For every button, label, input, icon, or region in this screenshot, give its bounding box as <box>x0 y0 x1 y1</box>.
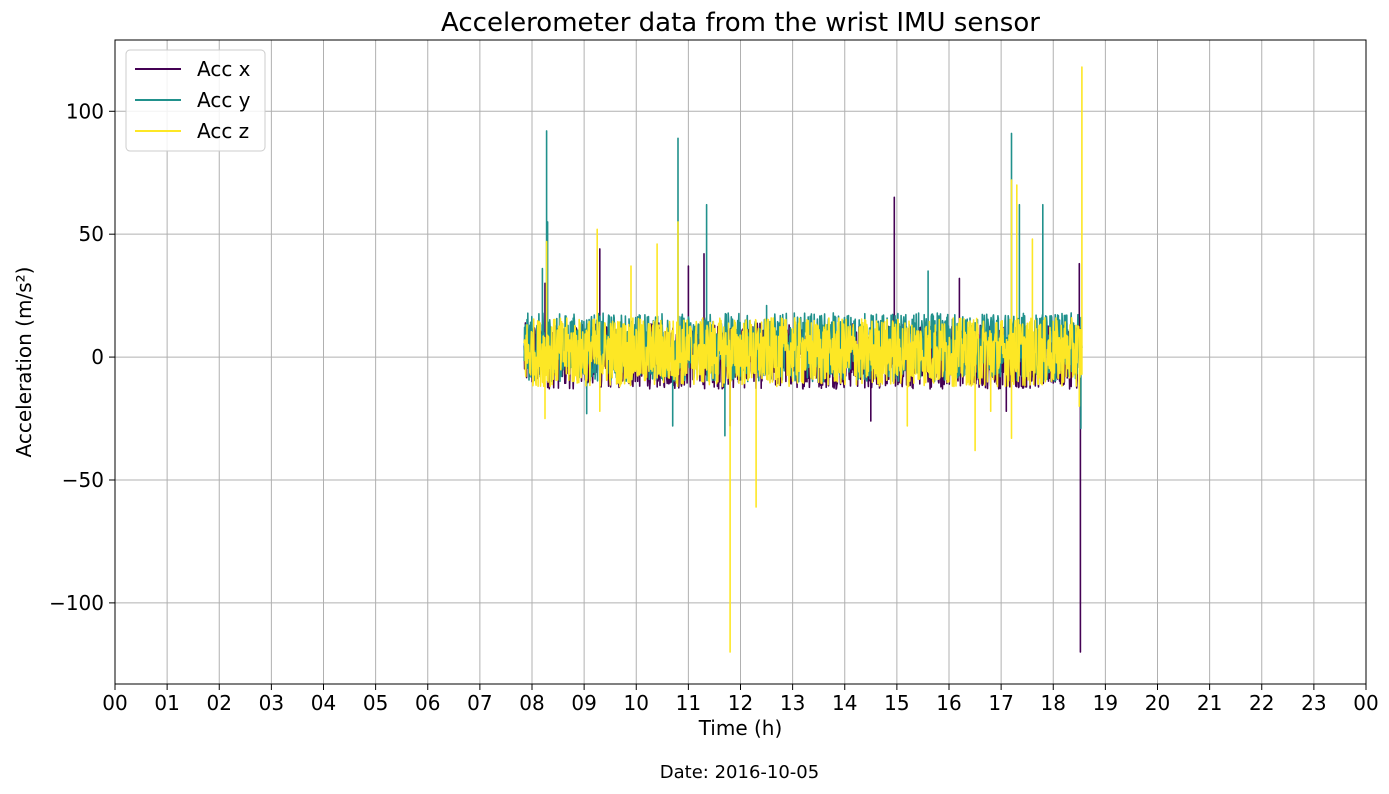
x-tick-label: 13 <box>780 691 805 715</box>
x-tick-label: 18 <box>1041 691 1066 715</box>
x-tick-label: 08 <box>519 691 544 715</box>
x-tick-label: 10 <box>624 691 649 715</box>
x-tick-label: 21 <box>1197 691 1222 715</box>
y-axis-label: Acceleration (m/s²) <box>12 267 36 458</box>
x-tick-label: 05 <box>363 691 388 715</box>
x-tick-label: 15 <box>884 691 909 715</box>
x-tick-label: 09 <box>571 691 596 715</box>
x-tick-label: 04 <box>311 691 336 715</box>
x-tick-label: 14 <box>832 691 857 715</box>
x-tick-label: 01 <box>154 691 179 715</box>
x-tick-label: 02 <box>207 691 232 715</box>
legend: Acc x Acc y Acc z <box>125 49 266 152</box>
date-caption: Date: 2016-10-05 <box>659 762 820 783</box>
x-tick-label: 16 <box>936 691 961 715</box>
series-line-acc-x <box>523 196 1083 653</box>
x-tick-label: 17 <box>988 691 1013 715</box>
x-axis-label: Time (h) <box>698 716 783 740</box>
x-tick-label: 00 <box>1353 691 1378 715</box>
y-tick-label: 50 <box>79 222 104 246</box>
y-tick-label: 100 <box>66 99 104 123</box>
chart-title: Accelerometer data from the wrist IMU se… <box>441 8 1040 38</box>
x-tick-label: 00 <box>102 691 127 715</box>
series-group <box>523 66 1083 653</box>
y-tick-label: −100 <box>49 591 104 615</box>
legend-label: Acc y <box>197 88 251 112</box>
x-tick-label: 03 <box>259 691 284 715</box>
y-tick-label: −50 <box>62 468 104 492</box>
series-line-acc-z <box>523 66 1083 653</box>
x-tick-label: 23 <box>1301 691 1326 715</box>
x-tick-label: 19 <box>1093 691 1118 715</box>
x-tick-label: 11 <box>676 691 701 715</box>
x-tick-label: 12 <box>728 691 753 715</box>
y-tick-label: 0 <box>91 345 104 369</box>
x-tick-label: 22 <box>1249 691 1274 715</box>
x-tick-label: 06 <box>415 691 440 715</box>
legend-label: Acc x <box>197 57 251 81</box>
series-line-acc-y <box>523 130 1083 437</box>
legend-label: Acc z <box>197 119 249 143</box>
x-tick-label: 20 <box>1145 691 1170 715</box>
x-tick-label: 07 <box>467 691 492 715</box>
legend-box <box>125 49 266 152</box>
